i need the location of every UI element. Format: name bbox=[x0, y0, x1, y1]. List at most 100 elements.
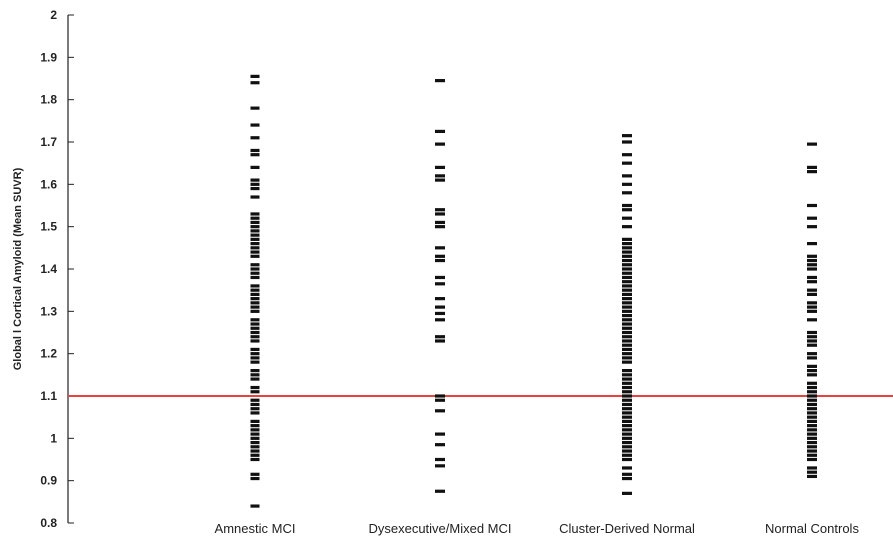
data-point bbox=[622, 203, 632, 208]
data-point bbox=[250, 123, 260, 127]
data-point bbox=[807, 470, 817, 474]
data-point bbox=[435, 165, 445, 169]
data-point bbox=[250, 254, 260, 258]
y-tick-label: 1.8 bbox=[40, 93, 57, 107]
data-point bbox=[250, 292, 260, 296]
data-point bbox=[250, 390, 260, 394]
data-point bbox=[250, 246, 260, 250]
data-point bbox=[250, 369, 260, 373]
data-point bbox=[250, 229, 260, 233]
data-point bbox=[250, 305, 260, 309]
data-point bbox=[622, 225, 632, 229]
data-point bbox=[807, 263, 817, 267]
data-point bbox=[250, 220, 260, 225]
data-point bbox=[250, 322, 260, 326]
data-point bbox=[622, 134, 632, 138]
data-point bbox=[622, 297, 632, 301]
data-point bbox=[622, 237, 632, 241]
y-tick-label: 1.3 bbox=[40, 304, 57, 318]
data-point bbox=[250, 398, 260, 402]
data-point bbox=[807, 402, 817, 407]
data-point bbox=[250, 288, 260, 292]
data-point bbox=[435, 275, 445, 280]
data-point bbox=[807, 457, 817, 462]
data-point bbox=[435, 79, 445, 83]
data-point bbox=[622, 356, 632, 360]
data-point bbox=[807, 449, 817, 453]
y-tick-label: 0.9 bbox=[40, 474, 57, 488]
data-point bbox=[250, 301, 260, 305]
data-point bbox=[807, 407, 817, 411]
data-point bbox=[250, 178, 260, 182]
data-point bbox=[807, 343, 817, 347]
data-point bbox=[807, 352, 817, 356]
data-point bbox=[250, 250, 260, 254]
data-point bbox=[807, 466, 817, 470]
data-point bbox=[250, 271, 260, 275]
data-point bbox=[622, 242, 632, 246]
data-point bbox=[435, 225, 445, 229]
data-point bbox=[250, 347, 260, 352]
data-point bbox=[435, 178, 445, 182]
data-point bbox=[250, 318, 260, 322]
data-point bbox=[250, 136, 260, 140]
data-point bbox=[622, 263, 632, 267]
data-point bbox=[622, 343, 632, 347]
category-label: Amnestic MCI bbox=[215, 521, 296, 536]
data-point bbox=[435, 311, 445, 316]
data-point bbox=[435, 246, 445, 250]
data-point bbox=[622, 258, 632, 263]
data-point bbox=[250, 242, 260, 246]
data-point bbox=[807, 275, 817, 280]
data-point bbox=[435, 208, 445, 212]
data-point bbox=[807, 170, 817, 174]
data-point bbox=[250, 216, 260, 220]
data-point bbox=[622, 301, 632, 305]
data-point bbox=[807, 339, 817, 343]
data-point bbox=[807, 364, 817, 368]
data-point bbox=[250, 449, 260, 453]
data-point bbox=[435, 212, 445, 216]
data-point bbox=[435, 305, 445, 309]
data-point bbox=[622, 472, 632, 476]
y-tick-label: 1.5 bbox=[40, 220, 57, 234]
data-point bbox=[250, 360, 260, 364]
data-point bbox=[250, 284, 260, 288]
y-tick-label: 1.1 bbox=[40, 389, 57, 403]
data-point bbox=[807, 424, 817, 428]
data-point bbox=[250, 326, 260, 330]
data-point bbox=[622, 271, 632, 275]
data-point bbox=[807, 453, 817, 457]
data-point bbox=[622, 254, 632, 258]
data-point bbox=[250, 225, 260, 229]
data-point bbox=[807, 165, 817, 169]
data-point bbox=[807, 440, 817, 445]
data-point bbox=[622, 208, 632, 212]
y-tick-label: 1.9 bbox=[40, 50, 57, 64]
data-point bbox=[435, 398, 445, 402]
data-point bbox=[250, 424, 260, 428]
data-point bbox=[622, 385, 632, 390]
data-point bbox=[622, 377, 632, 381]
data-point bbox=[250, 263, 260, 267]
data-point bbox=[435, 432, 445, 436]
data-point bbox=[250, 352, 260, 356]
data-point bbox=[622, 424, 632, 428]
data-point bbox=[807, 225, 817, 229]
data-point bbox=[250, 182, 260, 186]
data-point bbox=[807, 398, 817, 402]
data-point bbox=[807, 411, 817, 415]
data-point bbox=[622, 280, 632, 284]
data-point bbox=[622, 267, 632, 271]
data-point bbox=[807, 436, 817, 440]
data-point bbox=[250, 153, 260, 157]
data-point bbox=[807, 394, 817, 398]
data-point bbox=[250, 432, 260, 436]
data-point bbox=[622, 449, 632, 453]
data-point bbox=[250, 275, 260, 280]
data-point bbox=[250, 472, 260, 476]
y-tick-label: 1.7 bbox=[40, 135, 57, 149]
data-point bbox=[622, 476, 632, 481]
data-point bbox=[807, 258, 817, 263]
data-point bbox=[622, 153, 632, 157]
